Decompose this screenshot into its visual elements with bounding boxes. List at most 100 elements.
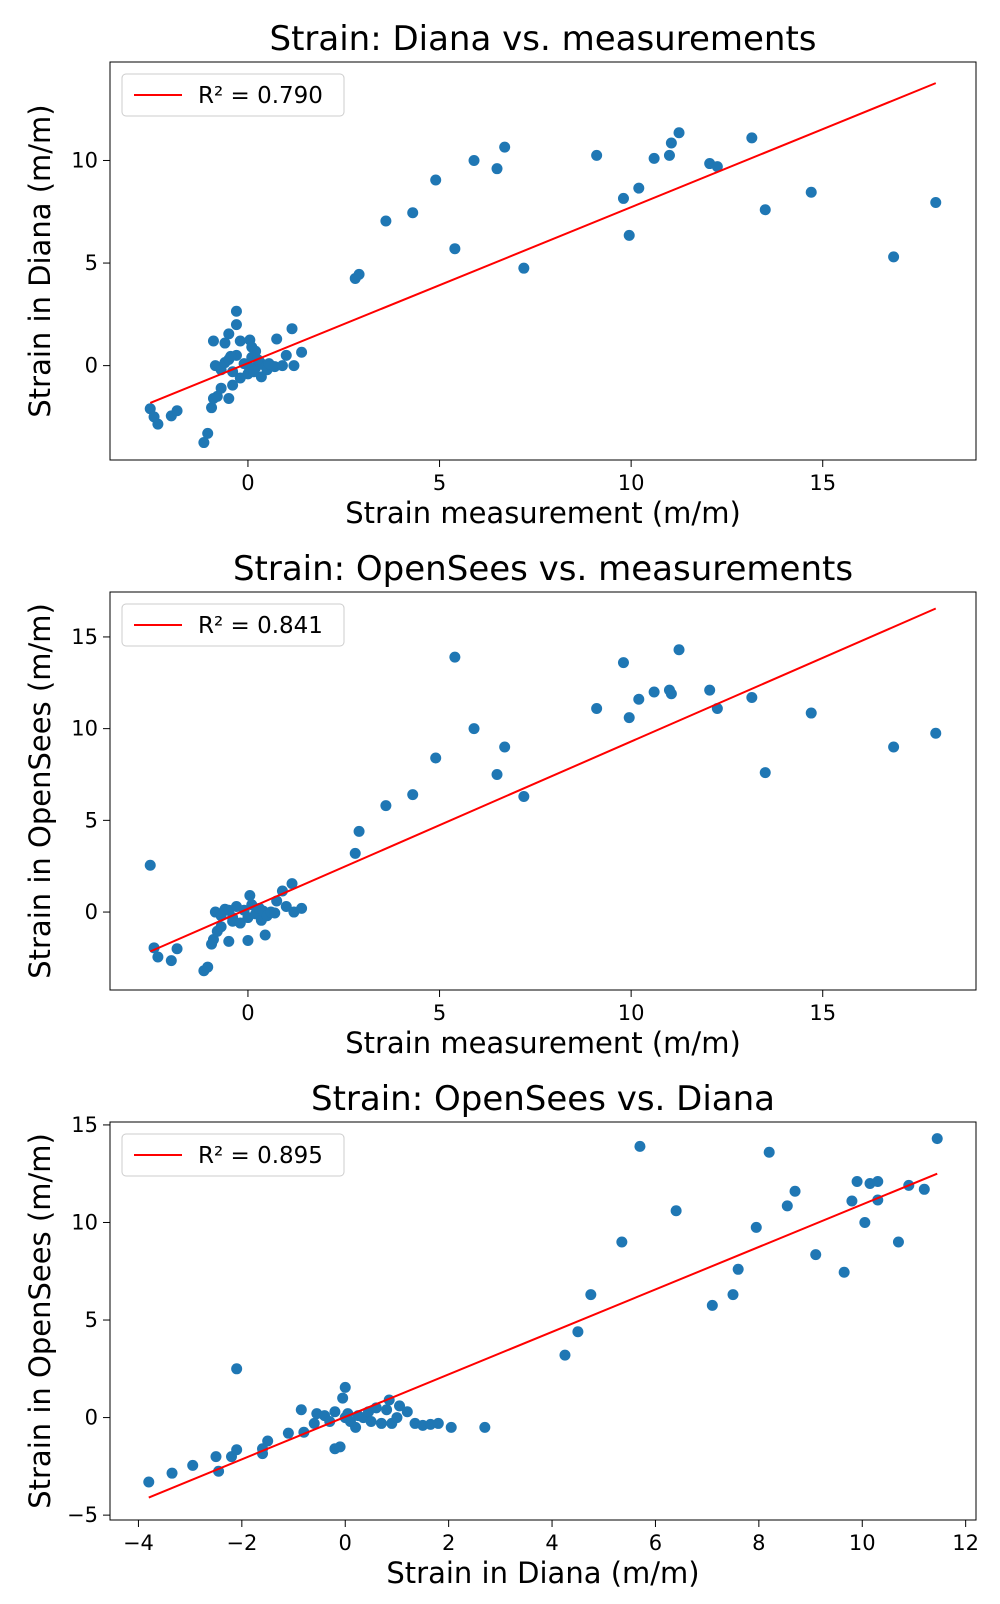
regression-line xyxy=(149,607,937,953)
data-point xyxy=(248,366,260,378)
data-point xyxy=(219,337,231,349)
data-point xyxy=(223,328,235,340)
x-axis-label: Strain measurement (m/m) xyxy=(345,1026,741,1060)
data-point xyxy=(152,418,164,430)
chart-title: Strain: OpenSees vs. measurements xyxy=(233,549,853,589)
y-tick-label: 15 xyxy=(71,1113,98,1137)
data-point xyxy=(282,1427,294,1439)
data-point xyxy=(171,405,183,417)
data-point xyxy=(353,268,365,280)
data-point xyxy=(215,382,227,394)
data-point xyxy=(449,243,461,255)
data-point xyxy=(242,934,254,946)
data-point xyxy=(430,752,442,764)
data-point xyxy=(673,127,685,139)
y-tick-label: 10 xyxy=(71,717,98,741)
data-point xyxy=(851,1176,863,1188)
data-point xyxy=(234,335,246,347)
regression-line xyxy=(148,1172,938,1499)
data-point xyxy=(750,1221,762,1233)
data-point xyxy=(296,346,308,358)
data-point xyxy=(288,360,300,372)
legend: R² = 0.895 xyxy=(121,1133,345,1177)
data-point xyxy=(244,890,256,902)
data-point xyxy=(223,392,235,404)
chart-3: Strain: OpenSees vs. Diana −4 −2 0 2 4 6 8 10 12 −… xyxy=(23,1079,979,1590)
data-point xyxy=(394,1400,406,1412)
data-point xyxy=(491,163,503,175)
data-point xyxy=(872,1176,884,1188)
data-point xyxy=(207,335,219,347)
data-point xyxy=(334,1441,346,1453)
data-point xyxy=(227,379,239,391)
x-axis-label: Strain in Diana (m/m) xyxy=(386,1556,699,1590)
data-point xyxy=(591,702,603,714)
data-point xyxy=(269,907,281,919)
data-point xyxy=(518,791,530,803)
data-point xyxy=(805,707,817,719)
data-point xyxy=(648,686,660,698)
data-point xyxy=(623,712,635,724)
plot-area xyxy=(144,82,942,449)
data-point xyxy=(401,1406,413,1418)
data-point xyxy=(499,141,511,153)
data-point xyxy=(931,1133,943,1145)
data-point xyxy=(230,305,242,317)
x-tick-label: 10 xyxy=(849,1531,876,1555)
data-point xyxy=(810,1249,822,1261)
data-point xyxy=(337,1392,349,1404)
data-point xyxy=(706,1299,718,1311)
data-point xyxy=(276,885,288,897)
legend-label: R² = 0.790 xyxy=(198,83,323,109)
y-tick-label: 0 xyxy=(85,900,98,924)
data-point xyxy=(746,132,758,144)
data-point xyxy=(732,1263,744,1275)
x-tick-label: 15 xyxy=(809,471,836,495)
y-tick-label: 5 xyxy=(85,251,98,275)
regression-line xyxy=(149,82,937,404)
legend-label: R² = 0.841 xyxy=(198,613,323,639)
x-axis-label: Strain measurement (m/m) xyxy=(345,496,741,530)
chart-title: Strain: OpenSees vs. Diana xyxy=(311,1079,775,1119)
data-point xyxy=(375,1417,387,1429)
axes-frame xyxy=(109,1121,977,1521)
data-point xyxy=(144,403,156,415)
data-point xyxy=(215,921,227,933)
data-point xyxy=(152,951,164,963)
data-point xyxy=(207,934,219,946)
x-tick-label: 0 xyxy=(241,471,254,495)
data-point xyxy=(617,657,629,669)
y-tick-label: 10 xyxy=(71,148,98,172)
y-axis-label: Strain in Diana (m/m) xyxy=(23,104,57,417)
data-point xyxy=(888,251,900,263)
x-tick-label: 10 xyxy=(618,471,645,495)
x-tick-label: 8 xyxy=(752,1531,765,1555)
x-tick-label: 2 xyxy=(442,1531,455,1555)
legend: R² = 0.790 xyxy=(121,73,345,117)
data-point xyxy=(704,684,716,696)
y-tick-label: 0 xyxy=(85,1406,98,1430)
y-tick-label: 5 xyxy=(85,808,98,832)
data-point xyxy=(763,1146,775,1158)
data-point xyxy=(746,691,758,703)
data-point xyxy=(230,319,242,331)
data-point xyxy=(617,192,629,204)
y-tick-label: −5 xyxy=(67,1503,98,1527)
data-point xyxy=(663,149,675,161)
data-point xyxy=(380,800,392,812)
data-point xyxy=(518,262,530,274)
data-point xyxy=(263,358,275,370)
y-tick-label: 0 xyxy=(85,354,98,378)
x-tick-label: 15 xyxy=(809,1001,836,1025)
data-point xyxy=(234,917,246,929)
data-point xyxy=(329,1406,341,1418)
data-point xyxy=(211,390,223,402)
data-point xyxy=(591,149,603,161)
data-point xyxy=(259,929,271,941)
data-point xyxy=(202,427,214,439)
data-point xyxy=(838,1266,850,1278)
chart-2: Strain: OpenSees vs. measurements 0 5 10 15 0… xyxy=(23,549,977,1060)
data-point xyxy=(930,727,942,739)
data-point xyxy=(210,1451,222,1463)
